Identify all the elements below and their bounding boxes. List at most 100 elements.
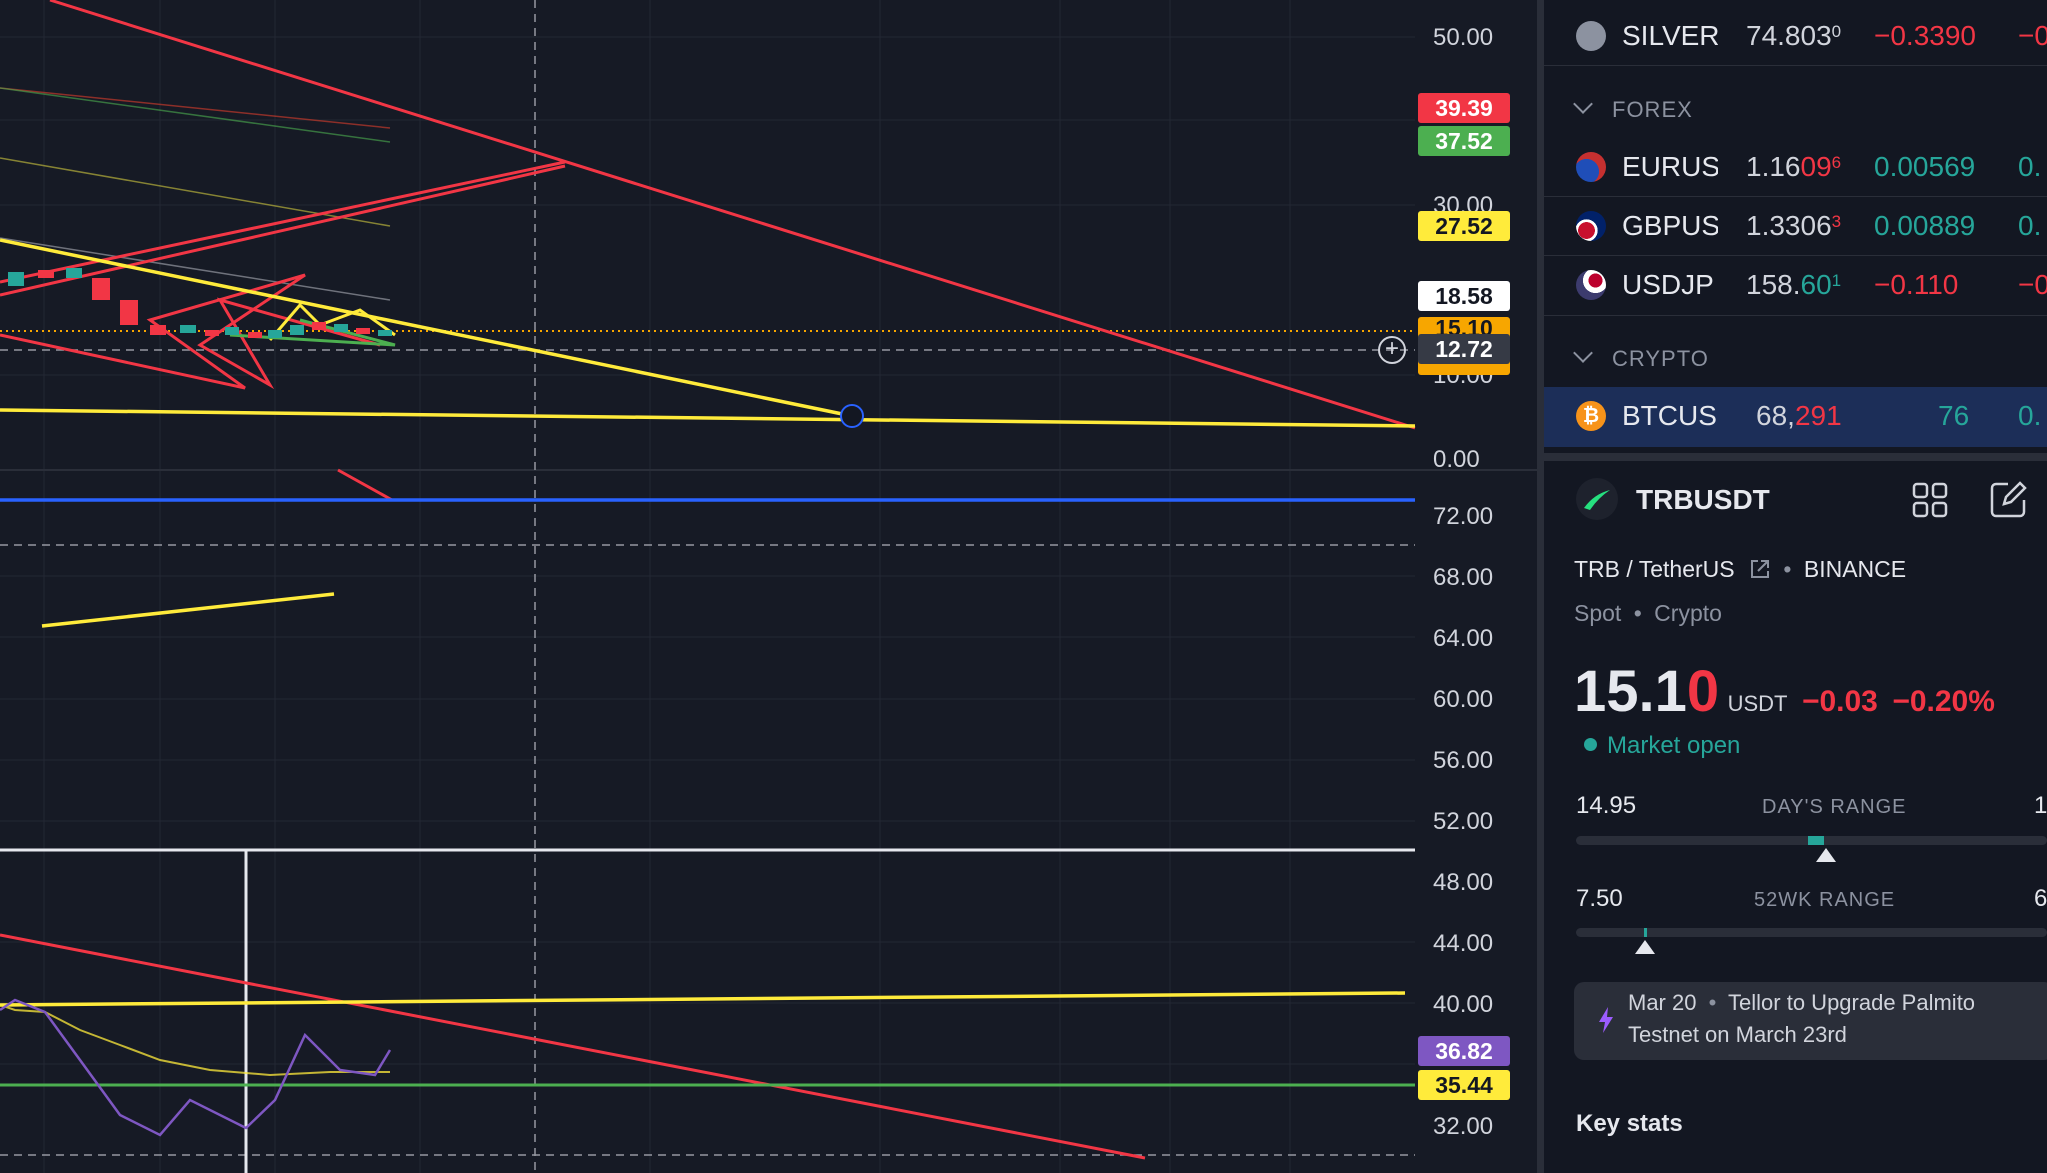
details-change-pct: −0.20% — [1892, 685, 1995, 718]
price-tag-crosshair: 12.72 — [1418, 334, 1510, 364]
watchlist-row-silver[interactable]: SILVER 74.8030 −0.3390 −0. — [1544, 7, 2047, 65]
dot-separator: • — [1633, 600, 1642, 626]
section-forex[interactable]: FOREX — [1573, 94, 1693, 123]
watchlist-row-eurusd[interactable]: EURUS 1.16096 0.00569 0. — [1544, 138, 2047, 196]
days-range-low: 14.95 — [1576, 792, 1637, 819]
bitcoin-icon: ₿ — [1576, 401, 1606, 431]
trendline-yellow-lower-2[interactable] — [0, 991, 1406, 1007]
external-link-icon[interactable] — [1749, 558, 1771, 580]
details-type-class: Crypto — [1654, 600, 1722, 626]
price-axis-label: 44.00 — [1433, 930, 1494, 957]
news-headline: Tellor to Upgrade Palmito — [1728, 990, 1976, 1015]
last-main: 1.16 — [1746, 151, 1801, 182]
last-sup: 3 — [1831, 212, 1842, 231]
ma-line-green — [0, 87, 391, 143]
watchlist-symbol: BTCUS — [1622, 400, 1717, 431]
watchlist-row-usdjpy[interactable]: USDJP 158.601 −0.110 −0. — [1544, 256, 2047, 314]
news-line-1: Mar 20 • Tellor to Upgrade Palmito — [1628, 990, 1975, 1016]
watchlist-change: 76 — [1938, 400, 1970, 431]
price-axis-label: 72.00 — [1433, 503, 1494, 530]
trendline-yellow-descending[interactable] — [0, 238, 853, 418]
wk-range-bar — [1576, 928, 2047, 937]
chevron-down-icon — [1573, 343, 1593, 363]
last-dim: 09 — [1800, 151, 1832, 182]
trendline-green-small[interactable] — [229, 318, 396, 347]
chart-canvas[interactable] — [0, 0, 1537, 1173]
right-panel: SILVER 74.8030 −0.3390 −0. FOREX EURUS 1… — [1544, 0, 2047, 1173]
add-plus-icon[interactable]: + — [1378, 336, 1406, 364]
price-axis-label: 32.00 — [1433, 1113, 1494, 1140]
trendline-red-main[interactable] — [49, 0, 1416, 430]
ma-line-red — [0, 87, 391, 129]
days-range-fill — [1808, 836, 1824, 845]
watchlist-symbol: GBPUS — [1622, 210, 1718, 241]
details-type-market: Spot — [1574, 600, 1622, 626]
trendline-yellow-horizontal[interactable] — [0, 408, 1416, 428]
candlesticks[interactable] — [8, 268, 392, 338]
price-axis-label: 68.00 — [1433, 564, 1494, 591]
days-range-bar — [1576, 836, 2047, 845]
watchlist-change: −0.110 — [1874, 269, 1959, 300]
silver-icon — [1576, 21, 1606, 51]
wk-range-marker-icon — [1635, 940, 1655, 954]
watchlist-last: 158.601 — [1746, 269, 1841, 301]
section-divider — [1544, 453, 2047, 461]
trendline-yellow-lower[interactable] — [41, 592, 335, 628]
price-tag: 27.52 — [1418, 211, 1510, 241]
panel-resize-handle[interactable] — [1537, 0, 1544, 1173]
trendline-red-lower[interactable] — [0, 933, 1146, 1160]
last-main: 74.803 — [1746, 20, 1832, 51]
last-dim: 291 — [1794, 400, 1842, 431]
trendline-red-upper-2[interactable] — [0, 164, 566, 297]
watchlist-last: 1.33063 — [1746, 210, 1841, 242]
news-card[interactable]: Mar 20 • Tellor to Upgrade Palmito Testn… — [1574, 982, 2047, 1060]
watchlist-symbol: SILVER — [1622, 20, 1718, 51]
details-type-row: Spot • Crypto — [1574, 600, 1722, 627]
details-symbol[interactable]: TRBUSDT — [1636, 484, 1770, 515]
price-tag: 37.52 — [1418, 126, 1510, 156]
chevron-down-icon — [1573, 94, 1593, 114]
price-axis-label: 40.00 — [1433, 991, 1494, 1018]
watchlist-last: 68,291 — [1756, 400, 1842, 432]
details-currency: USDT — [1727, 691, 1788, 716]
price-tag: 36.82 — [1418, 1036, 1510, 1066]
details-price-last-digit: 0 — [1686, 659, 1720, 724]
divider — [1544, 315, 2047, 316]
watchlist-symbol: USDJP — [1622, 269, 1714, 300]
trendline-red-small[interactable] — [337, 468, 393, 502]
price-axis-label: 52.00 — [1433, 808, 1494, 835]
price-axis-label: 48.00 — [1433, 869, 1494, 896]
section-crypto[interactable]: CRYPTO — [1573, 343, 1709, 372]
watchlist-change: −0.3390 — [1874, 20, 1976, 51]
trendline-red-zigzag[interactable] — [0, 273, 381, 390]
price-tag: 18.58 — [1418, 281, 1510, 311]
edit-icon[interactable] — [1988, 480, 2028, 520]
wk-range-fill — [1644, 928, 1647, 937]
watchlist-row-btcusd-selected[interactable]: ₿ BTCUS 68,291 76 0. — [1544, 387, 2047, 447]
trendline-red-upper[interactable] — [0, 160, 566, 284]
wk-range-label: 52WK RANGE — [1754, 889, 1896, 911]
ma-line-yellow — [0, 157, 391, 227]
price-axis-label: 50.00 — [1433, 24, 1494, 51]
details-description-row: TRB / TetherUS • BINANCE — [1574, 556, 1906, 583]
price-axis-label: 56.00 — [1433, 747, 1494, 774]
details-exchange[interactable]: BINANCE — [1803, 556, 1907, 582]
grid-layout-icon[interactable] — [1912, 482, 1948, 518]
key-stats-heading: Key stats — [1576, 1110, 1683, 1137]
us-jp-flag-icon — [1576, 270, 1606, 300]
indicator-signal-line — [0, 1004, 390, 1077]
chart-area[interactable]: 50.00 30.00 10.00 0.00 72.00 68.00 64.00… — [0, 0, 1537, 1173]
watchlist-last: 1.16096 — [1746, 151, 1841, 183]
last-sup: 6 — [1831, 153, 1842, 172]
trendline-anchor-handle[interactable] — [840, 404, 864, 428]
last-main: 1.3306 — [1746, 210, 1832, 241]
divider — [1544, 65, 2047, 66]
last-sup: 0 — [1831, 22, 1842, 41]
gb-us-flag-icon — [1576, 211, 1606, 241]
days-range-high: 1 — [2034, 792, 2047, 819]
eu-us-flag-icon — [1576, 152, 1606, 182]
watchlist-change: 0.00569 — [1874, 151, 1976, 182]
watchlist-row-gbpusd[interactable]: GBPUS 1.33063 0.00889 0. — [1544, 197, 2047, 255]
section-label: FOREX — [1612, 97, 1693, 122]
watchlist-change-pct: −0. — [2018, 269, 2047, 300]
